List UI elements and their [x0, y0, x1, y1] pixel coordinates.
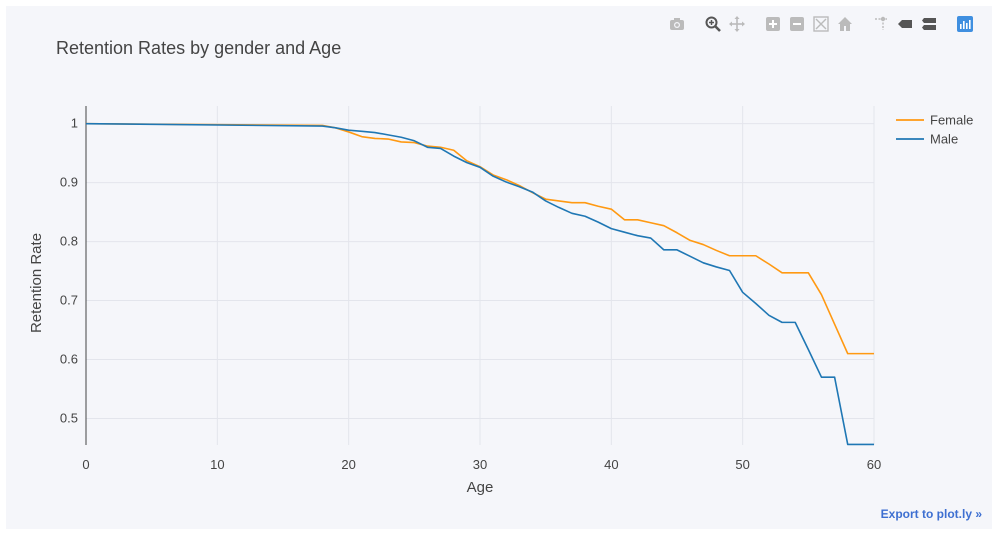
x-tick-label: 10	[210, 457, 224, 472]
series-line-female[interactable]	[85, 122, 874, 355]
x-tick-label: 20	[341, 457, 355, 472]
series-line-male[interactable]	[85, 122, 874, 446]
y-axis-title: Retention Rate	[28, 233, 45, 333]
plotly-logo-icon[interactable]	[956, 15, 974, 33]
zoom-icon[interactable]	[704, 15, 722, 33]
plot-container: Retention Rates by gender and Age 0 10 20 3…	[6, 6, 992, 529]
hover-compare-icon[interactable]	[920, 15, 938, 33]
x-tick-label: 30	[473, 457, 487, 472]
hover-closest-icon[interactable]	[896, 15, 914, 33]
spike-lines-icon[interactable]	[872, 15, 890, 33]
pan-icon[interactable]	[728, 15, 746, 33]
y-tick-label: 0.7	[60, 293, 78, 308]
x-tick-label: 0	[82, 457, 89, 472]
home-icon[interactable]	[836, 15, 854, 33]
camera-icon[interactable]	[668, 15, 686, 33]
y-tick-label: 0.5	[60, 410, 78, 425]
grid-lines	[86, 106, 875, 445]
modebar	[668, 14, 974, 34]
x-tick-label: 40	[604, 457, 618, 472]
x-axis-title: Age	[467, 479, 494, 496]
autoscale-icon[interactable]	[812, 15, 830, 33]
chart-title: Retention Rates by gender and Age	[56, 38, 341, 58]
y-tick-label: 0.8	[60, 234, 78, 249]
y-tick-label: 0.9	[60, 175, 78, 190]
y-tick-label: 1	[71, 116, 78, 131]
x-tick-label: 60	[867, 457, 881, 472]
legend-label-female[interactable]: Female	[930, 113, 973, 128]
x-tick-label: 50	[735, 457, 749, 472]
y-tick-label: 0.6	[60, 352, 78, 367]
legend[interactable]: Female Male	[896, 113, 973, 147]
chart-canvas: Retention Rates by gender and Age 0 10 20 3…	[28, 38, 973, 496]
plot-area[interactable]	[85, 122, 874, 446]
zoom-in-icon[interactable]	[764, 15, 782, 33]
export-link[interactable]: Export to plot.ly »	[880, 507, 982, 521]
axes: 0 10 20 30 40 50 60 0.5 0.6 0.7 0.8 0.9 1	[60, 106, 881, 472]
zoom-out-icon[interactable]	[788, 15, 806, 33]
legend-label-male[interactable]: Male	[930, 132, 958, 147]
